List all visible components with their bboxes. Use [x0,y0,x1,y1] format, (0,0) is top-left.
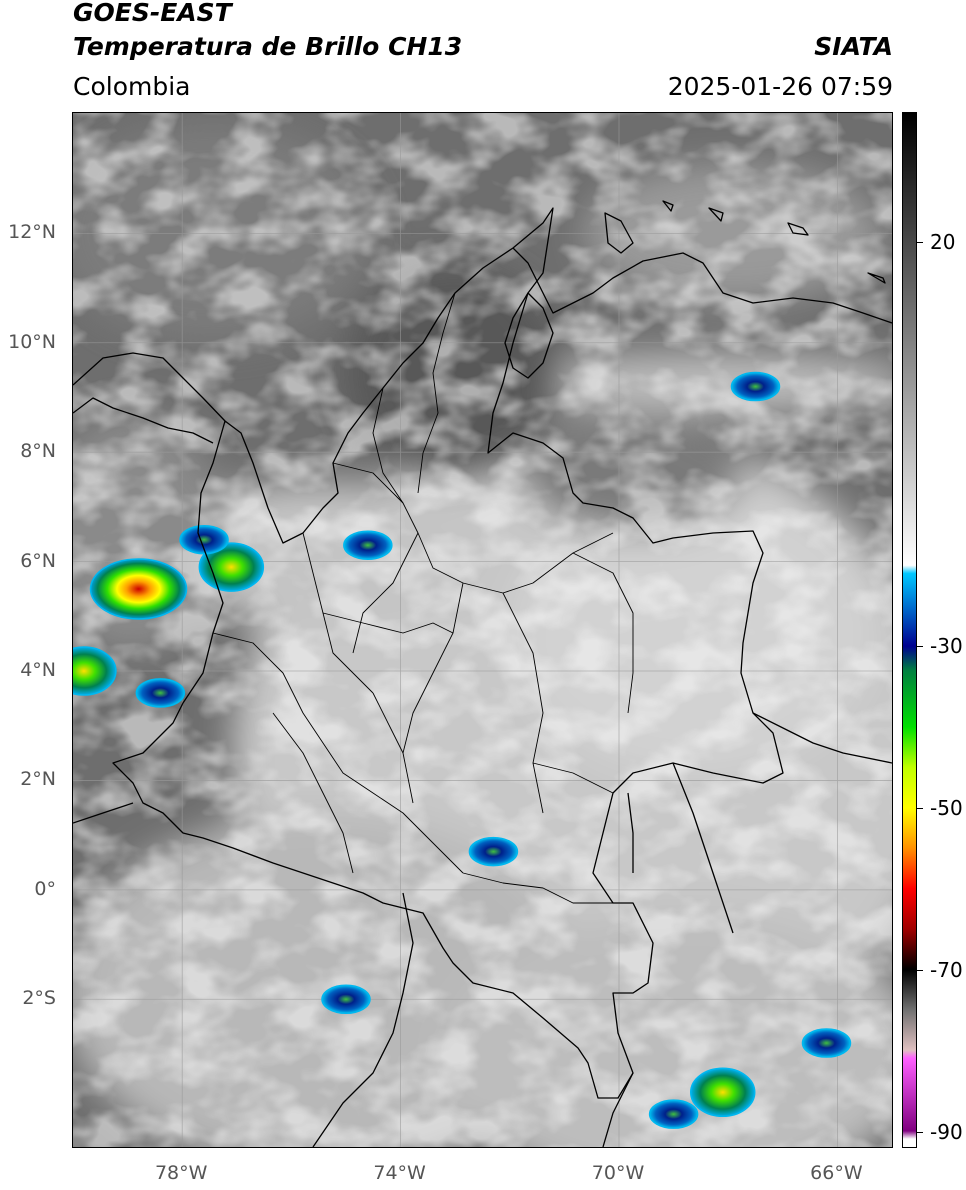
lat-tick-label-1: 10°N [8,330,56,353]
cell-uraba [179,524,229,555]
colorbar-tick-label-0: 20 [930,229,956,254]
cell-magdalena-medio [343,530,393,560]
colorbar [902,112,917,1148]
caribbean-islands [604,200,886,284]
cell-venezuela-coast [730,371,781,402]
lon-tick-label-3: 66°W [810,1162,863,1184]
lat-tick-label-7: 2°S [22,987,56,1010]
lat-tick-label-2: 8°N [20,440,56,463]
lat-tick-label-3: 6°N [20,549,56,572]
cell-caqueta [468,836,519,867]
cell-choco-coast [89,558,188,620]
peru-brazil-border [602,1072,634,1147]
brazil-border [627,762,734,934]
cell-pacific-4n [73,646,117,696]
colombia-border [112,207,784,1099]
title-line2: Temperatura de Brillo CH13 [73,32,463,61]
lon-tick-label-2: 70°W [591,1162,645,1184]
maracaibo-lake [504,292,554,379]
cell-amazon-1 [689,1067,756,1118]
colorbar-tick-mark-0 [917,241,923,243]
map-canvas [73,113,892,1147]
cell-pacific-3-5n [135,678,186,708]
department-lines [212,292,634,904]
ecuador-peru-border [73,802,414,1147]
colorbar-tick-label-3: -70 [930,957,963,982]
colorbar-tick-mark-3 [917,969,923,971]
lat-tick-label-6: 0° [34,877,56,900]
panama-coast [73,352,226,444]
lon-tick-label-1: 74°W [373,1162,426,1184]
source-label: SIATA [814,32,893,61]
cell-amazon-2 [648,1099,699,1129]
title-line1: GOES-EAST [73,0,232,27]
venezuela-coast [512,247,892,324]
colorbar-tick-mark-4 [917,1131,923,1133]
datetime-label: 2025-01-26 07:59 [667,72,893,101]
venezuela-brazil-border [752,712,892,764]
convection-cells [73,371,852,1129]
colorbar-tick-label-1: -30 [930,634,963,659]
region-label: Colombia [73,72,191,101]
lon-tick-label-0: 78°W [154,1162,208,1184]
colorbar-tick-mark-2 [917,808,923,810]
satellite-map[interactable] [72,112,893,1148]
cell-amazon-3 [801,1028,852,1058]
graticule [73,113,892,1147]
lat-tick-label-0: 12°N [8,221,56,244]
colorbar-tick-label-4: -90 [930,1119,963,1144]
lat-tick-label-4: 4°N [20,659,56,682]
boundaries [73,200,892,1147]
cell-ecuador [321,984,371,1015]
colorbar-tick-mark-1 [917,646,923,648]
colorbar-tick-label-2: -50 [930,796,963,821]
lat-tick-label-5: 2°N [20,768,56,791]
